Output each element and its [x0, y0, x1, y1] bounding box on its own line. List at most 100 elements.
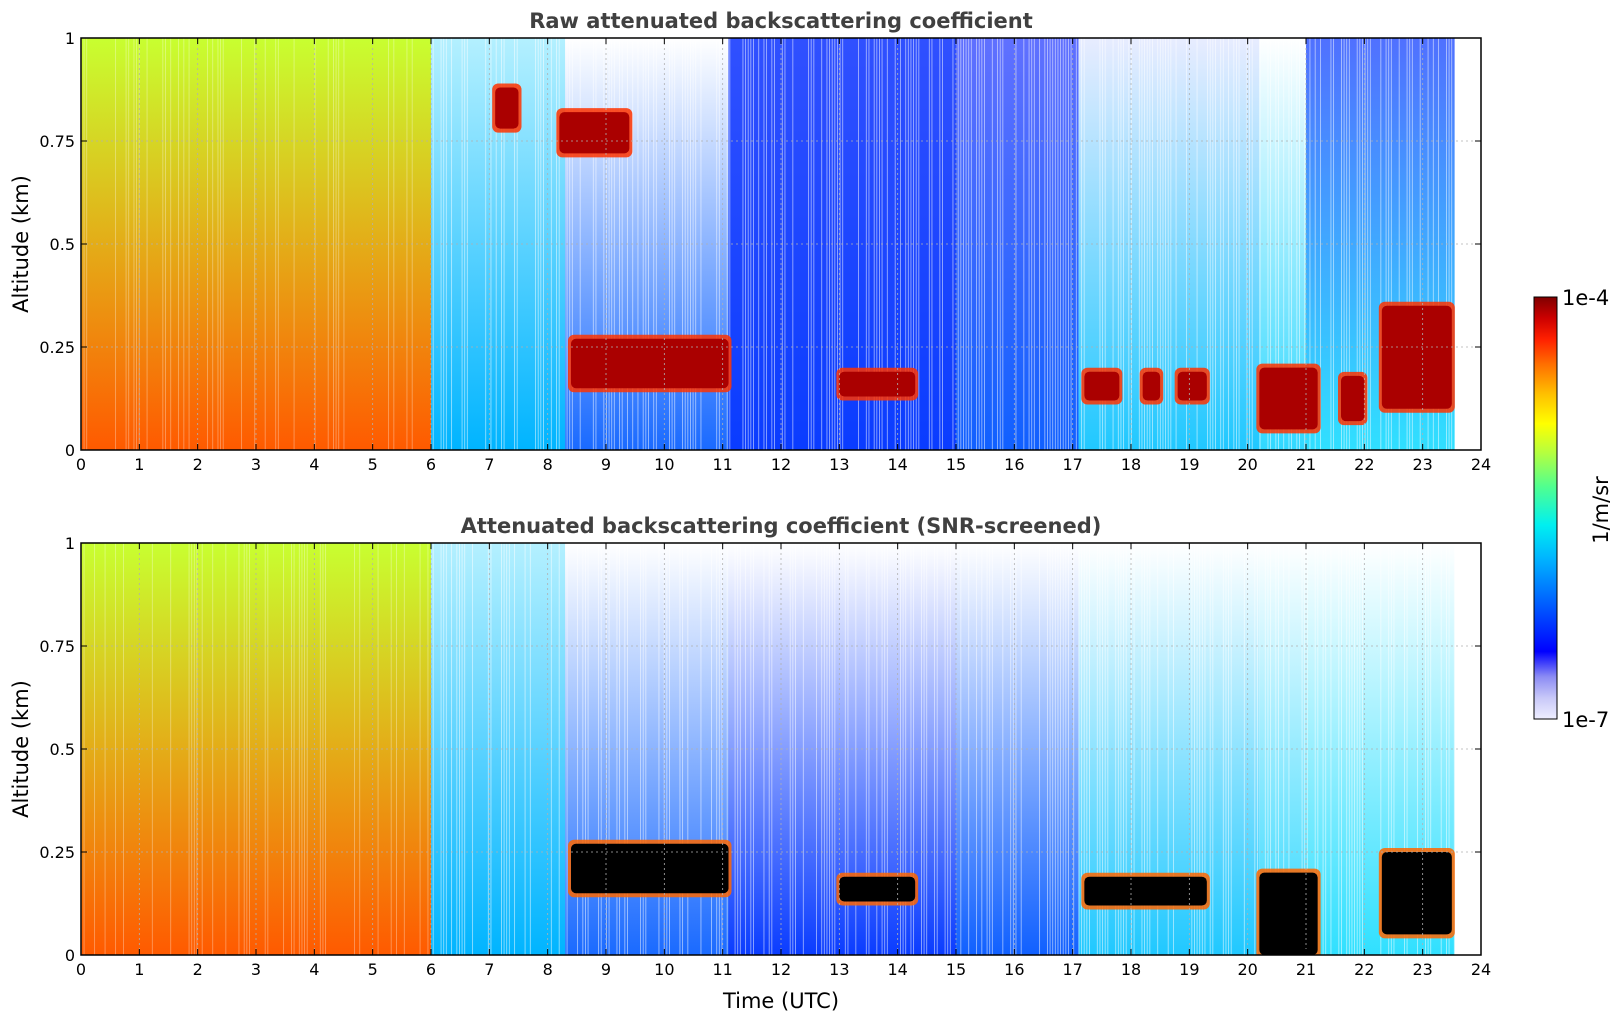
- heatmap-column: [640, 543, 642, 955]
- heatmap-column: [1033, 38, 1035, 450]
- heatmap-column: [1209, 543, 1211, 955]
- heatmap-column: [1065, 38, 1067, 450]
- heatmap-column: [900, 38, 901, 450]
- cloud-layer: [1381, 852, 1452, 935]
- x-tick-label: 8: [543, 960, 553, 979]
- heatmap-column: [674, 38, 676, 450]
- heatmap-column: [1194, 543, 1195, 955]
- heatmap-column: [1044, 38, 1046, 450]
- x-tick-label: 14: [887, 455, 907, 474]
- heatmap-column: [873, 38, 875, 450]
- heatmap-column: [1028, 38, 1030, 450]
- cloud-layer: [839, 876, 916, 902]
- heatmap-column: [490, 543, 492, 955]
- x-tick-label: 7: [484, 455, 494, 474]
- heatmap-column: [758, 38, 760, 450]
- heatmap-column: [1354, 543, 1356, 955]
- x-tick-label: 22: [1354, 960, 1374, 979]
- heatmap-column: [690, 38, 691, 450]
- heatmap-column: [115, 38, 117, 450]
- heatmap-column: [165, 38, 166, 450]
- heatmap-column: [763, 38, 765, 450]
- heatmap-column: [648, 38, 649, 450]
- heatmap-column: [1159, 38, 1161, 450]
- heatmap-column: [1089, 543, 1090, 955]
- y-tick-label: 1: [65, 29, 75, 48]
- heatmap-column: [94, 543, 96, 955]
- heatmap-column: [243, 543, 245, 955]
- panel-screened-y-label: Altitude (km): [9, 680, 33, 818]
- cloud-layer: [1259, 367, 1318, 430]
- heatmap-column: [645, 543, 647, 955]
- heatmap-column: [910, 543, 912, 955]
- heatmap-column: [750, 543, 752, 955]
- heatmap-column: [802, 543, 804, 955]
- heatmap-column: [1380, 543, 1382, 955]
- heatmap-column: [264, 543, 266, 955]
- x-tick-label: 8: [543, 455, 553, 474]
- cloud-layer: [571, 338, 729, 389]
- colorbar-unit-label: 1/m/sr: [1589, 476, 1613, 544]
- heatmap-column: [1060, 38, 1062, 450]
- heatmap-column: [624, 543, 626, 955]
- heatmap-column: [1259, 38, 1261, 450]
- heatmap-column: [1062, 38, 1064, 450]
- x-tick-label: 0: [76, 455, 86, 474]
- heatmap-column: [249, 543, 250, 955]
- x-tick-label: 6: [426, 960, 436, 979]
- heatmap-column: [823, 543, 825, 955]
- heatmap-column: [183, 38, 185, 450]
- heatmap-column: [514, 543, 516, 955]
- heatmap-column: [1099, 38, 1101, 450]
- panel-raw-y-label: Altitude (km): [9, 175, 33, 313]
- heatmap-column: [1133, 543, 1135, 955]
- heatmap-column: [225, 543, 227, 955]
- heatmap-column: [1309, 38, 1311, 450]
- heatmap-column: [1270, 38, 1272, 450]
- heatmap-column: [1120, 38, 1122, 450]
- x-tick-label: 24: [1471, 455, 1491, 474]
- heatmap-column: [1314, 543, 1316, 955]
- heatmap-column: [910, 38, 912, 450]
- heatmap-column: [747, 38, 749, 450]
- heatmap-column: [535, 38, 537, 450]
- heatmap-column: [1165, 38, 1167, 450]
- heatmap-column: [133, 38, 135, 450]
- heatmap-column: [1120, 543, 1122, 955]
- heatmap-column: [784, 38, 786, 450]
- x-tick-label: 10: [654, 455, 674, 474]
- panel-raw: Raw attenuated backscattering coefficien…: [9, 9, 1491, 474]
- heatmap-column: [1380, 38, 1382, 450]
- x-tick-label: 4: [309, 455, 319, 474]
- heatmap-column: [403, 543, 405, 955]
- heatmap-column: [653, 38, 655, 450]
- heatmap-column: [1270, 543, 1272, 955]
- heatmap-column: [813, 38, 815, 450]
- heatmap-column: [1348, 543, 1350, 955]
- heatmap-column: [1343, 38, 1345, 450]
- heatmap-column: [1388, 38, 1390, 450]
- y-tick-label: 0.75: [39, 132, 75, 151]
- heatmap-column: [774, 38, 775, 450]
- heatmap-column: [868, 543, 870, 955]
- heatmap-column: [514, 38, 516, 450]
- heatmap-column: [957, 38, 959, 450]
- heatmap-column: [388, 38, 390, 450]
- x-tick-label: 13: [829, 455, 849, 474]
- heatmap-column: [1049, 543, 1051, 955]
- heatmap-column: [359, 543, 361, 955]
- heatmap-column: [868, 38, 870, 450]
- x-tick-label: 5: [368, 960, 378, 979]
- heatmap-column: [1275, 38, 1277, 450]
- heatmap-column: [338, 38, 340, 450]
- heatmap-column: [608, 543, 610, 955]
- heatmap-column: [1167, 543, 1169, 955]
- heatmap-column: [1388, 543, 1390, 955]
- x-tick-label: 3: [251, 960, 261, 979]
- heatmap-column: [377, 543, 379, 955]
- heatmap-column: [432, 38, 434, 450]
- cloud-layer: [571, 843, 729, 894]
- heatmap-column: [700, 38, 702, 450]
- panel-screened-y-axis: 0 0.25 0.5 0.75 1: [39, 534, 1481, 965]
- heatmap-column: [1062, 543, 1064, 955]
